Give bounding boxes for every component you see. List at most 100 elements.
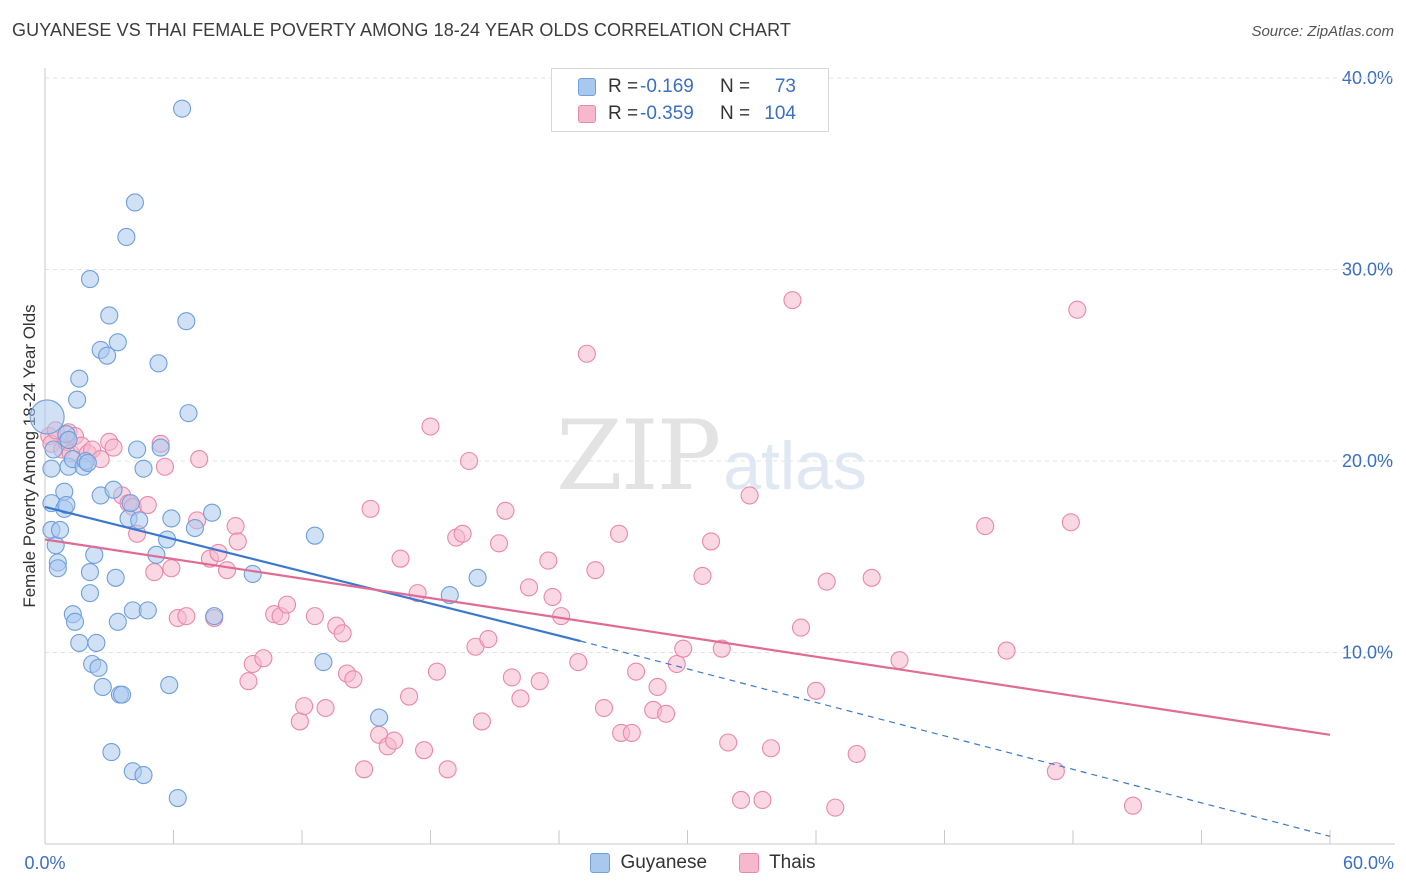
guyanese-swatch xyxy=(578,78,596,96)
guyanese-point xyxy=(59,430,78,449)
guyanese-point xyxy=(160,676,179,695)
thais-point xyxy=(890,651,909,670)
thais-point xyxy=(674,639,693,658)
thais-point xyxy=(712,639,731,658)
thais-point xyxy=(519,578,539,597)
guyanese-point xyxy=(50,520,70,539)
thais-point xyxy=(190,450,209,469)
guyanese-legend-label: Guyanese xyxy=(620,852,708,873)
thais-point xyxy=(693,566,712,585)
thais-point xyxy=(496,501,515,520)
guyanese-point xyxy=(100,306,119,325)
guyanese-point xyxy=(68,390,87,409)
guyanese-point xyxy=(314,653,333,672)
thais-point xyxy=(702,532,721,551)
guyanese-point xyxy=(57,495,76,515)
guyanese-point xyxy=(468,568,487,587)
guyanese-point xyxy=(130,511,149,530)
guyanese-point xyxy=(65,612,85,631)
guyanese-point xyxy=(134,766,153,785)
thais-point xyxy=(145,563,164,582)
thais-point xyxy=(438,760,457,779)
thais-point xyxy=(586,561,605,580)
guyanese-point xyxy=(104,480,123,499)
legend-r-label: R = xyxy=(608,76,639,97)
guyanese-point xyxy=(185,518,204,538)
guyanese-point xyxy=(134,459,153,478)
guyanese-point xyxy=(98,346,117,365)
guyanese-point xyxy=(106,568,125,587)
thais-point xyxy=(427,662,446,681)
guyanese-point xyxy=(113,685,132,704)
guyanese-legend-swatch xyxy=(590,853,611,873)
source-label: Source: ZipAtlas.com xyxy=(1251,23,1394,40)
thais-point xyxy=(162,559,181,578)
thais-point xyxy=(155,457,174,476)
guyanese-point xyxy=(173,99,192,118)
thais-point xyxy=(719,733,738,752)
guyanese-point xyxy=(93,677,112,697)
thais-point xyxy=(783,291,802,310)
thais-point xyxy=(609,524,629,543)
thais-point xyxy=(344,670,363,689)
thais-point xyxy=(421,417,440,436)
guyanese-point xyxy=(179,404,198,423)
thais-point xyxy=(277,595,297,614)
thais-point xyxy=(479,630,498,649)
thais-point xyxy=(530,672,549,691)
thais-point xyxy=(254,649,273,668)
guyanese-point xyxy=(44,440,63,459)
thais-point xyxy=(361,499,380,518)
guyanese-point xyxy=(78,453,97,472)
thais-point xyxy=(385,731,404,750)
guyanese-point xyxy=(177,312,196,331)
thais-point xyxy=(976,517,995,536)
guyanese-point xyxy=(162,509,181,528)
y-tick-label: 10.0% xyxy=(1342,643,1393,663)
correlation-legend: R = -0.169 N = 73 R = -0.359 N = 104 xyxy=(551,68,829,132)
thais-point xyxy=(511,689,530,708)
guyanese-point xyxy=(125,193,144,212)
series-legend: Guyanese Thais xyxy=(0,852,1406,874)
thais-point xyxy=(648,677,667,697)
thais-point xyxy=(731,790,751,810)
thais-point xyxy=(489,534,509,553)
legend-n-label: N = xyxy=(720,103,751,124)
thais-point xyxy=(226,517,245,536)
thais-point xyxy=(502,668,521,687)
thais-point xyxy=(862,568,881,587)
guyanese-point xyxy=(203,503,222,522)
legend-n-value: 104 xyxy=(764,103,796,124)
guyanese-point xyxy=(305,526,324,545)
thais-point xyxy=(391,549,410,568)
guyanese-point xyxy=(89,658,108,677)
thais-point xyxy=(594,698,614,718)
thais-point xyxy=(1123,796,1143,815)
thais-point xyxy=(627,662,646,681)
legend-r-label: R = xyxy=(608,103,639,124)
guyanese-point xyxy=(151,438,170,457)
thais-point xyxy=(753,790,772,810)
watermark: ZIPatlas xyxy=(556,400,867,512)
guyanese-point xyxy=(102,743,121,762)
guyanese-point xyxy=(87,633,106,652)
thais-point xyxy=(239,672,258,691)
legend-n-value: 73 xyxy=(774,76,796,97)
watermark-zip: ZIP xyxy=(556,400,721,512)
thais-point xyxy=(543,587,562,607)
x-tick-label: 0.0% xyxy=(24,853,65,873)
legend-r-value: -0.169 xyxy=(640,76,694,97)
thais-point xyxy=(569,653,588,672)
thais-point xyxy=(997,641,1016,660)
guyanese-point xyxy=(108,333,127,352)
thais-point xyxy=(316,698,335,718)
guyanese-point xyxy=(117,227,136,246)
thais-point xyxy=(472,712,491,731)
legend-n-label: N = xyxy=(720,76,751,97)
guyanese-point xyxy=(370,708,389,727)
thais-legend-swatch xyxy=(739,853,760,873)
series-legend-guyanese[interactable]: Guyanese xyxy=(590,852,707,874)
series-legend-thais[interactable]: Thais xyxy=(739,852,816,874)
guyanese-point xyxy=(48,559,67,578)
thais-point xyxy=(104,438,123,457)
